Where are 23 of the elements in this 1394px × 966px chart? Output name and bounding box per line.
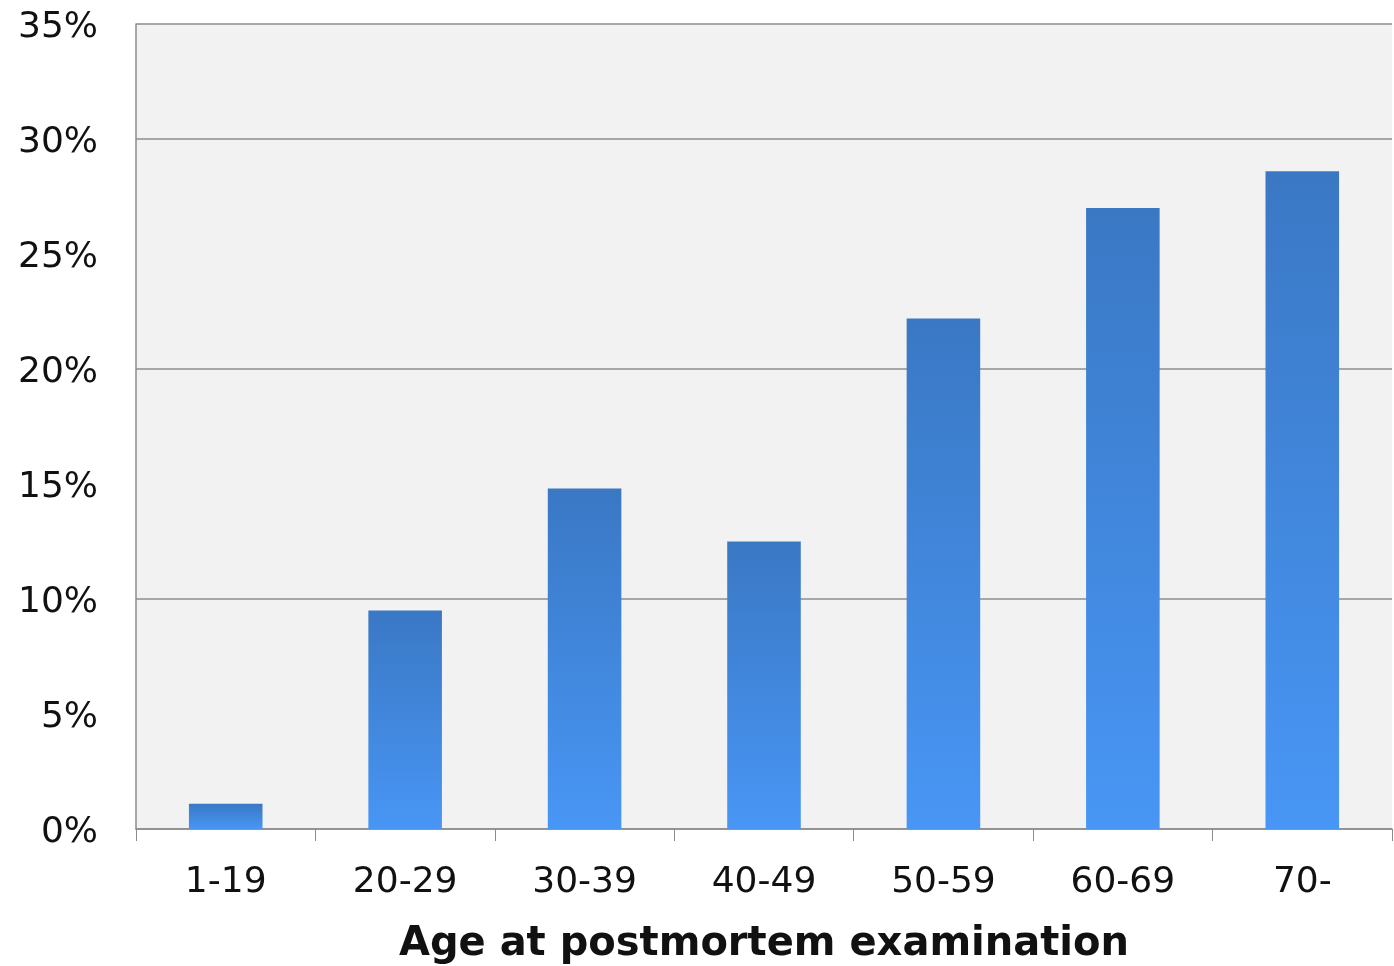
x-tick-label: 50-59 <box>891 858 996 900</box>
bar <box>368 610 442 829</box>
bar <box>727 541 801 829</box>
x-tick-label: 70- <box>1272 858 1332 900</box>
x-tick-label: 60-69 <box>1070 858 1176 900</box>
y-tick-label: 30% <box>17 118 98 160</box>
y-tick-label: 35% <box>17 3 98 45</box>
y-tick-label: 0% <box>40 808 98 850</box>
x-tick-label: 1-19 <box>184 858 267 900</box>
y-tick-label: 25% <box>17 233 98 275</box>
y-tick-label: 15% <box>17 463 98 505</box>
x-tick-label: 30-39 <box>532 858 637 900</box>
y-tick-label: 10% <box>17 578 98 620</box>
y-tick-label: 20% <box>17 348 98 390</box>
y-tick-label: 5% <box>40 693 98 735</box>
bar <box>1086 208 1160 829</box>
bar <box>1265 171 1340 829</box>
x-axis-title: Age at postmortem examination <box>398 918 1130 964</box>
x-tick-label: 20-29 <box>352 858 458 900</box>
bar <box>906 318 981 829</box>
bar <box>547 488 622 829</box>
bar <box>188 803 263 829</box>
x-tick-label: 40-49 <box>711 858 817 900</box>
